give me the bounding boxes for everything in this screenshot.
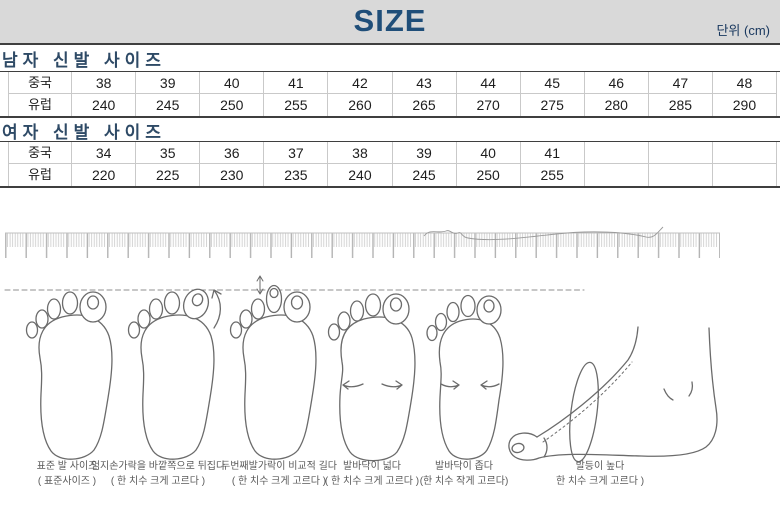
size-cell: 255	[264, 94, 329, 116]
size-cell: 34	[72, 142, 137, 164]
mens-table-bottom-rule	[0, 116, 780, 118]
size-cell: 235	[264, 164, 329, 186]
size-cell: 37	[264, 142, 329, 164]
mens-title-divider	[0, 71, 780, 72]
width-outward-arrows-icon	[342, 380, 403, 390]
size-cell: 265	[393, 94, 457, 116]
size-cell: 41	[520, 142, 585, 164]
womens-table-bottom-rule	[0, 186, 780, 188]
size-cell: 41	[264, 72, 329, 94]
instep-dotted-line	[542, 361, 633, 443]
caption-line: 발바닥이 좁다	[435, 461, 493, 472]
size-cell	[648, 142, 713, 164]
row-label: 중국	[8, 72, 73, 94]
caption-line: 엄지손가락을 바깥쪽으로 뒤집다	[90, 461, 226, 472]
size-cell: 245	[136, 94, 201, 116]
size-cell: 230	[200, 164, 265, 186]
size-cell: 280	[585, 94, 649, 116]
size-cell	[585, 164, 649, 186]
outward-curve-arrow-icon	[211, 289, 222, 329]
page-title: SIZE	[353, 3, 427, 38]
caption-line: ( 한 치수 크게 고르다 )	[110, 476, 206, 487]
womens-europe-row: 유럽 220 225 230 235 240 245 250 255	[8, 164, 777, 186]
caption-line: ( 한 치수 크게 고르다 )	[324, 476, 420, 487]
caption-line: (한 치수 작게 고르다)	[419, 476, 509, 487]
womens-section-title: 여자 신발 사이즈	[2, 123, 166, 142]
size-cell: 240	[328, 164, 393, 186]
womens-china-row: 중국 34 35 36 37 38 39 40 41	[8, 142, 777, 164]
size-cell: 260	[328, 94, 393, 116]
size-cell: 225	[136, 164, 201, 186]
size-cell: 285	[649, 94, 713, 116]
size-cell: 220	[72, 164, 137, 186]
feet-guide-illustration	[4, 275, 718, 463]
instep-girth-ellipse	[569, 361, 599, 463]
row-label: 중국	[8, 142, 73, 164]
header-band	[0, 0, 780, 43]
header-divider	[0, 43, 780, 45]
size-cell	[713, 164, 777, 186]
size-cell: 250	[200, 94, 265, 116]
size-cell: 43	[392, 72, 457, 94]
size-cell: 36	[200, 142, 265, 164]
womens-title-divider	[0, 141, 780, 142]
caption-line: 한 치수 크게 고르다 )	[555, 476, 645, 487]
size-cell: 270	[457, 94, 521, 116]
size-cell: 38	[72, 72, 137, 94]
size-cell: 245	[393, 164, 457, 186]
size-cell: 48	[712, 72, 777, 94]
size-cell: 44	[456, 72, 521, 94]
size-cell: 46	[584, 72, 649, 94]
row-label: 유럽	[8, 164, 73, 186]
size-cell	[712, 142, 777, 164]
caption-long-second-toe: 두번째발가락이 비교적 길다 ( 한 치수 크게 고르다 )	[221, 459, 337, 489]
size-cell: 40	[200, 72, 265, 94]
size-cell: 42	[328, 72, 393, 94]
size-cell: 240	[72, 94, 137, 116]
mens-section-title: 남자 신발 사이즈	[2, 51, 166, 70]
size-cell: 250	[457, 164, 521, 186]
caption-line: 표준 발 사이즈	[36, 461, 98, 472]
foot-big-toe-out-illustration	[127, 288, 222, 460]
foot-wide-illustration	[327, 293, 416, 462]
caption-line: 발등이 높다	[575, 461, 625, 472]
unit-label: 단위 (cm)	[716, 23, 770, 38]
size-cell	[584, 142, 649, 164]
size-cell: 47	[648, 72, 713, 94]
size-cell	[649, 164, 713, 186]
foot-profile-sketch-line	[423, 226, 664, 241]
caption-standard: 표준 발 사이즈 ( 표준사이즈 )	[37, 459, 98, 489]
size-cell: 275	[521, 94, 585, 116]
caption-line: 두번째발가락이 비교적 길다	[221, 461, 337, 472]
ruler-illustration	[5, 222, 720, 267]
caption-high-instep: 발등이 높다 한 치수 크게 고르다 )	[556, 459, 644, 489]
caption-line: 발바닥이 넓다	[343, 461, 401, 472]
caption-line: ( 한 치수 크게 고르다 )	[231, 476, 327, 487]
ankle-detail-lines	[663, 381, 694, 401]
foot-narrow-illustration	[426, 294, 504, 460]
size-cell: 38	[328, 142, 393, 164]
size-cell: 39	[136, 72, 201, 94]
caption-narrow-foot: 발바닥이 좁다 (한 치수 작게 고르다)	[420, 459, 509, 489]
width-inward-arrows-icon	[440, 380, 500, 390]
foot-long-second-toe-illustration	[229, 275, 317, 460]
toe-length-arrow-icon	[256, 275, 264, 295]
caption-line: ( 표준사이즈 )	[37, 476, 97, 487]
size-cell: 35	[136, 142, 201, 164]
size-cell: 290	[713, 94, 777, 116]
caption-wide-foot: 발바닥이 넓다 ( 한 치수 크게 고르다 )	[325, 459, 419, 489]
caption-big-toe-out: 엄지손가락을 바깥쪽으로 뒤집다 ( 한 치수 크게 고르다 )	[91, 459, 225, 489]
row-label: 유럽	[8, 94, 73, 116]
size-cell: 40	[456, 142, 521, 164]
size-cell: 39	[392, 142, 457, 164]
size-cell: 45	[520, 72, 585, 94]
foot-standard-illustration	[25, 291, 113, 460]
foot-instep-side-illustration	[508, 326, 718, 463]
mens-china-row: 중국 38 39 40 41 42 43 44 45 46 47 48	[8, 72, 777, 94]
size-cell: 255	[521, 164, 585, 186]
mens-europe-row: 유럽 240 245 250 255 260 265 270 275 280 2…	[8, 94, 777, 116]
